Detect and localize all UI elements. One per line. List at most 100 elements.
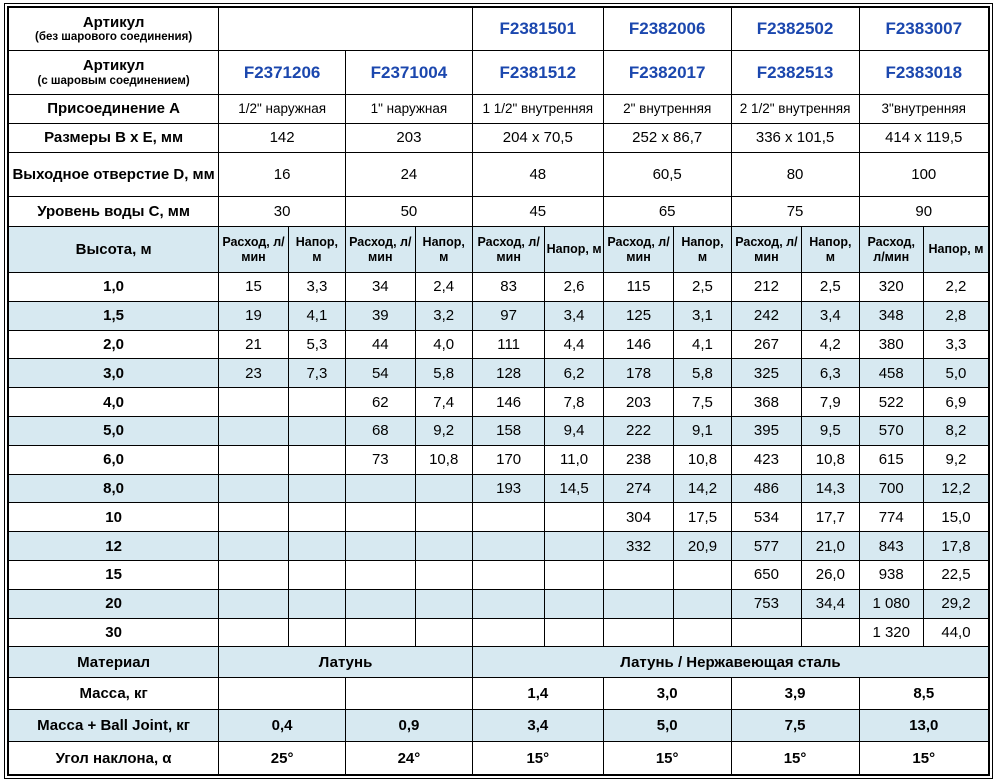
water-level-cell: 45 bbox=[471, 196, 604, 228]
row-article-ball: Артикул (с шаровым соединением) F2371206… bbox=[7, 50, 990, 95]
dimensions-cell: 336 x 101,5 bbox=[730, 122, 860, 153]
row-label-water-level: Уровень воды C, мм bbox=[7, 196, 220, 228]
head-value-cell bbox=[544, 588, 604, 619]
head-value-cell: 5,8 bbox=[414, 358, 473, 389]
article-ball-cell: F2383018 bbox=[858, 50, 990, 95]
flow-value-cell: 368 bbox=[730, 387, 803, 418]
height-cell: 8,0 bbox=[7, 473, 220, 504]
flow-header-cell: Расход, л/мин bbox=[345, 226, 416, 274]
head-value-cell bbox=[673, 588, 732, 619]
row-dimensions: Размеры B x E, мм 142 203 204 x 70,5 252… bbox=[7, 122, 990, 153]
flow-value-cell bbox=[602, 560, 675, 590]
flow-value-cell: 15 bbox=[218, 272, 289, 302]
flow-value-cell: 19 bbox=[218, 300, 289, 331]
flow-value-cell: 115 bbox=[602, 272, 675, 302]
flow-value-cell bbox=[345, 560, 416, 590]
flow-value-cell: 570 bbox=[858, 416, 924, 446]
head-value-cell bbox=[287, 502, 347, 533]
material-brass-cell: Латунь bbox=[218, 646, 473, 679]
head-value-cell: 2,5 bbox=[673, 272, 732, 302]
height-cell: 20 bbox=[7, 588, 220, 619]
flow-value-cell: 395 bbox=[730, 416, 803, 446]
head-value-cell: 20,9 bbox=[673, 531, 732, 562]
head-value-cell: 9,2 bbox=[414, 416, 473, 446]
flow-header-cell: Расход, л/мин bbox=[471, 226, 546, 274]
flow-value-cell: 21 bbox=[218, 329, 289, 360]
flow-value-cell: 83 bbox=[471, 272, 546, 302]
head-value-cell bbox=[673, 560, 732, 590]
mass-cell bbox=[345, 677, 473, 711]
head-value-cell: 15,0 bbox=[922, 502, 990, 533]
mass-ball-joint-cell: 0,9 bbox=[345, 709, 473, 743]
flow-row: 12 332 20,9 577 21,0 843 17,8 bbox=[7, 531, 990, 562]
head-value-cell: 29,2 bbox=[922, 588, 990, 619]
head-value-cell bbox=[414, 617, 473, 648]
head-value-cell: 2,5 bbox=[801, 272, 860, 302]
flow-value-cell: 44 bbox=[345, 329, 416, 360]
connection-cell: 2 1/2" внутренняя bbox=[730, 93, 860, 124]
angle-cell: 15° bbox=[730, 741, 860, 776]
flow-value-cell bbox=[345, 617, 416, 648]
flow-value-cell: 304 bbox=[602, 502, 675, 533]
head-value-cell: 2,4 bbox=[414, 272, 473, 302]
material-brass-steel-cell: Латунь / Нержавеющая сталь bbox=[471, 646, 990, 679]
mass-cell: 8,5 bbox=[858, 677, 990, 711]
height-cell: 2,0 bbox=[7, 329, 220, 360]
height-cell: 1,5 bbox=[7, 300, 220, 331]
flow-row: 1,5 19 4,1 39 3,2 97 3,4 125 3,1 242 3,4 348 2,8 bbox=[7, 300, 990, 331]
outlet-cell: 60,5 bbox=[602, 151, 732, 198]
flow-row: 6,0 73 10,8 170 11,0 238 10,8 423 10,8 615 9,2 bbox=[7, 444, 990, 475]
head-value-cell: 9,5 bbox=[801, 416, 860, 446]
head-value-cell: 3,4 bbox=[544, 300, 604, 331]
flow-value-cell: 615 bbox=[858, 444, 924, 475]
article-no-ball-cell: F2381501 bbox=[471, 6, 604, 52]
article-ball-title: Артикул bbox=[82, 57, 145, 75]
article-ball-cell: F2382513 bbox=[730, 50, 860, 95]
row-outlet: Выходное отверстие D, мм 16 24 48 60,5 8… bbox=[7, 151, 990, 198]
head-header-cell: Напор, м bbox=[801, 226, 860, 274]
flow-value-cell bbox=[218, 617, 289, 648]
flow-value-cell: 128 bbox=[471, 358, 546, 389]
flow-header-cell: Расход, л/мин bbox=[730, 226, 803, 274]
flow-value-cell: 170 bbox=[471, 444, 546, 475]
head-value-cell: 17,7 bbox=[801, 502, 860, 533]
connection-cell: 3"внутренняя bbox=[858, 93, 990, 124]
head-value-cell bbox=[414, 531, 473, 562]
spec-bottom-rows: Материал Латунь Латунь / Нержавеющая ста… bbox=[7, 646, 990, 776]
head-value-cell: 3,1 bbox=[673, 300, 732, 331]
head-value-cell: 14,5 bbox=[544, 473, 604, 504]
flow-value-cell: 1 080 bbox=[858, 588, 924, 619]
head-value-cell: 7,9 bbox=[801, 387, 860, 418]
height-cell: 15 bbox=[7, 560, 220, 590]
height-cell: 6,0 bbox=[7, 444, 220, 475]
flow-value-cell bbox=[218, 531, 289, 562]
height-cell: 30 bbox=[7, 617, 220, 648]
flow-row: 1,0 15 3,3 34 2,4 83 2,6 115 2,5 212 2,5 320 2,2 bbox=[7, 272, 990, 302]
height-cell: 5,0 bbox=[7, 416, 220, 446]
flow-value-cell bbox=[345, 531, 416, 562]
row-flow-header: Высота, м Расход, л/мин Напор, м Расход,… bbox=[7, 226, 990, 274]
head-value-cell bbox=[544, 531, 604, 562]
head-value-cell: 7,3 bbox=[287, 358, 347, 389]
height-cell: 10 bbox=[7, 502, 220, 533]
flow-value-cell bbox=[345, 473, 416, 504]
head-value-cell bbox=[544, 560, 604, 590]
water-level-cell: 75 bbox=[730, 196, 860, 228]
flow-value-cell: 193 bbox=[471, 473, 546, 504]
head-value-cell: 22,5 bbox=[922, 560, 990, 590]
head-value-cell bbox=[287, 617, 347, 648]
flow-value-cell: 320 bbox=[858, 272, 924, 302]
flow-value-cell: 242 bbox=[730, 300, 803, 331]
angle-cell: 15° bbox=[602, 741, 732, 776]
flow-value-cell: 54 bbox=[345, 358, 416, 389]
water-level-cell: 30 bbox=[218, 196, 347, 228]
head-value-cell: 9,4 bbox=[544, 416, 604, 446]
row-label-article-no-ball: Артикул (без шарового соединения) bbox=[7, 6, 220, 52]
flow-row: 10 304 17,5 534 17,7 774 15,0 bbox=[7, 502, 990, 533]
flow-value-cell: 700 bbox=[858, 473, 924, 504]
flow-value-cell: 158 bbox=[471, 416, 546, 446]
row-label-dimensions: Размеры B x E, мм bbox=[7, 122, 220, 153]
flow-value-cell: 238 bbox=[602, 444, 675, 475]
row-label-angle: Угол наклона, α bbox=[7, 741, 220, 776]
